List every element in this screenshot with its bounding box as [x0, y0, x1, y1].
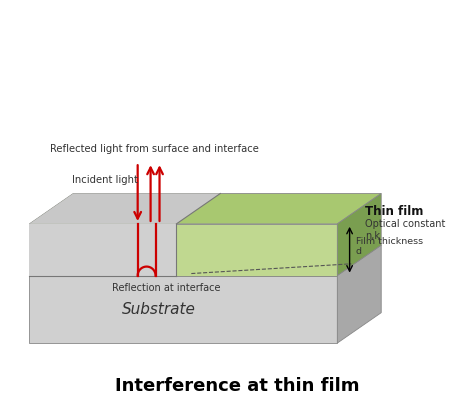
Polygon shape — [29, 276, 337, 343]
Polygon shape — [29, 224, 176, 276]
Text: Substrate: Substrate — [122, 302, 196, 317]
Text: Interference at thin film: Interference at thin film — [115, 377, 359, 395]
Polygon shape — [29, 224, 337, 276]
Polygon shape — [337, 194, 381, 276]
Text: Thin film: Thin film — [365, 205, 424, 218]
Text: Film thickness
d: Film thickness d — [356, 237, 423, 256]
Polygon shape — [29, 194, 381, 224]
Polygon shape — [29, 194, 220, 224]
Polygon shape — [337, 245, 381, 343]
Text: Reflected light from surface and interface: Reflected light from surface and interfa… — [50, 144, 259, 154]
Text: Reflection at interface: Reflection at interface — [112, 283, 221, 293]
Text: Incident light: Incident light — [72, 175, 138, 185]
Polygon shape — [29, 245, 381, 276]
Text: Optical constant
n,k: Optical constant n,k — [365, 219, 446, 241]
